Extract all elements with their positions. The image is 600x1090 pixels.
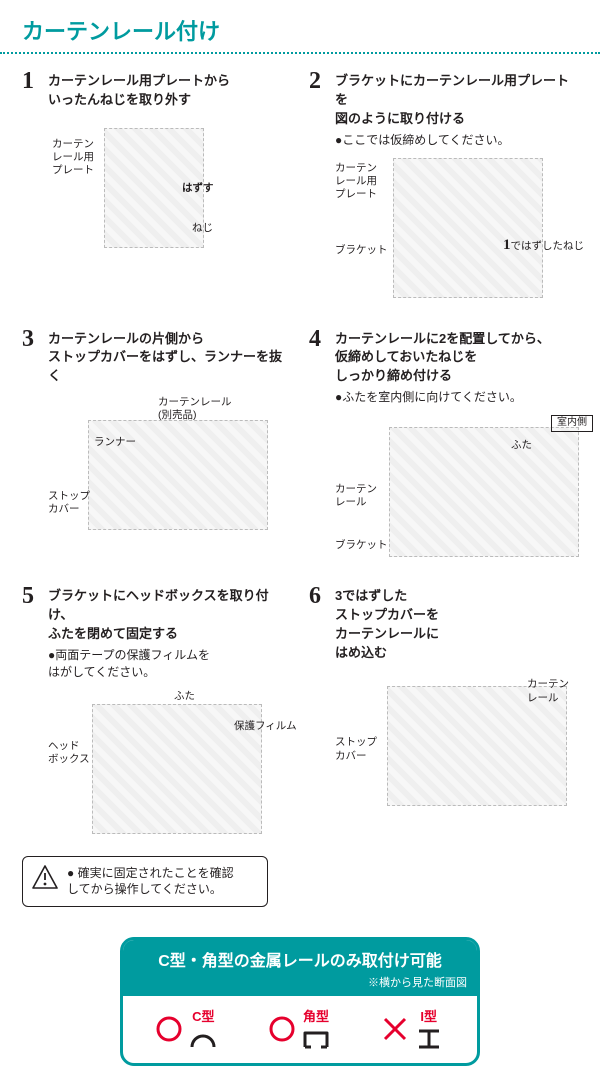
callout-label: ブラケット [335, 244, 388, 257]
rail-label: I型 [420, 1006, 437, 1025]
callout-label: ブラケット [335, 539, 388, 552]
callout-label: はずす [182, 182, 214, 195]
step-note: 両面テープの保護フィルムをはがしてください。 [48, 646, 291, 680]
callout-label: ふた [174, 690, 195, 703]
callout-label: ふた [511, 439, 532, 452]
warning-box: 確実に固定されたことを確認してから操作してください。 [22, 856, 268, 908]
step-2: 2ブラケットにカーテンレール用プレートを図のように取り付けるここでは仮締めしてく… [309, 72, 578, 308]
step-title: カーテンレール用プレートからいったんねじを取り外す [48, 72, 291, 110]
step-title: カーテンレールに2を配置してから、仮締めしておいたねじをしっかり締め付ける [335, 330, 578, 387]
step-4: 4カーテンレールに2を配置してから、仮締めしておいたねじをしっかり締め付けるふた… [309, 330, 578, 566]
step-number: 2 [309, 68, 321, 95]
callout-label: カーテンレール(別売品) [158, 396, 232, 422]
step-title: ブラケットにヘッドボックスを取り付け、ふたを閉めて固定する [48, 587, 291, 644]
warning-text: 確実に固定されたことを確認してから操作してください。 [67, 866, 234, 897]
step-3: 3カーテンレールの片側からストップカバーをはずし、ランナーを抜くカーテンレール(… [22, 330, 291, 566]
step-title: カーテンレールの片側からストップカバーをはずし、ランナーを抜く [48, 330, 291, 387]
step-note: ここでは仮締めしてください。 [335, 131, 578, 148]
callout-label: カーテンレール [335, 483, 377, 509]
box-label: 室内側 [551, 415, 593, 432]
step-figure: ふた保護フィルムヘッドボックス [48, 690, 291, 840]
step-title: 3ではずしたストップカバーをカーテンレールにはめ込む [335, 587, 578, 662]
warning-icon [32, 865, 58, 889]
rail-shape-icon [300, 1027, 332, 1051]
callout-label: 1ではずしたねじ [503, 236, 584, 255]
callout-label: ねじ [192, 222, 213, 235]
step-5: 5ブラケットにヘッドボックスを取り付け、ふたを閉めて固定する両面テープの保護フィ… [22, 587, 291, 840]
step-number: 1 [22, 68, 34, 95]
step-figure: カーテンレール用プレートブラケット1ではずしたねじ [335, 158, 578, 308]
callout-label: 保護フィルム [234, 720, 297, 733]
rail-type-sub: ※横から見た断面図 [123, 974, 477, 996]
step-figure: カーテンレールブラケットふた室内側 [335, 415, 578, 565]
ok-icon [155, 1015, 183, 1043]
rail-label: 角型 [303, 1006, 329, 1025]
callout-label: ストップカバー [335, 736, 377, 762]
callout-label: ストップカバー [48, 490, 90, 516]
rail-item: I型 [381, 1006, 445, 1051]
ng-icon [381, 1015, 409, 1043]
step-number: 5 [22, 583, 34, 610]
diagram-placeholder [393, 158, 543, 298]
rail-shape-icon [413, 1027, 445, 1051]
rail-type-body: C型 角型 I型 [123, 996, 477, 1063]
callout-label: ランナー [94, 436, 136, 449]
step-number: 6 [309, 583, 321, 610]
steps-grid: 1カーテンレール用プレートからいったんねじを取り外すカーテンレール用プレートはず… [0, 72, 600, 840]
step-number: 4 [309, 326, 321, 353]
rail-type-box: C型・角型の金属レールのみ取付け可能 ※横から見た断面図 C型 角型 I型 [120, 937, 480, 1066]
rail-type-heading: C型・角型の金属レールのみ取付け可能 [123, 940, 477, 974]
step-1: 1カーテンレール用プレートからいったんねじを取り外すカーテンレール用プレートはず… [22, 72, 291, 308]
diagram-placeholder [389, 427, 579, 557]
step-figure: カーテンレールストップカバー [335, 672, 578, 822]
rail-label: C型 [192, 1006, 214, 1025]
rail-item: 角型 [268, 1006, 332, 1051]
step-note: ふたを室内側に向けてください。 [335, 388, 578, 405]
ok-icon [268, 1015, 296, 1043]
step-6: 63ではずしたストップカバーをカーテンレールにはめ込むカーテンレールストップカバ… [309, 587, 578, 840]
step-figure: カーテンレール(別売品) ランナーストップカバー [48, 396, 291, 546]
step-title: ブラケットにカーテンレール用プレートを図のように取り付ける [335, 72, 578, 129]
callout-label: ヘッドボックス [48, 740, 90, 766]
callout-label: カーテンレール用プレート [52, 138, 94, 177]
callout-label: カーテンレール用プレート [335, 162, 377, 201]
rail-shape-icon [187, 1027, 219, 1051]
callout-label: カーテンレール [527, 678, 569, 704]
step-number: 3 [22, 326, 34, 353]
page-title: カーテンレール付け [0, 0, 600, 54]
rail-item: C型 [155, 1006, 219, 1051]
step-figure: カーテンレール用プレートはずすねじ [48, 120, 291, 270]
